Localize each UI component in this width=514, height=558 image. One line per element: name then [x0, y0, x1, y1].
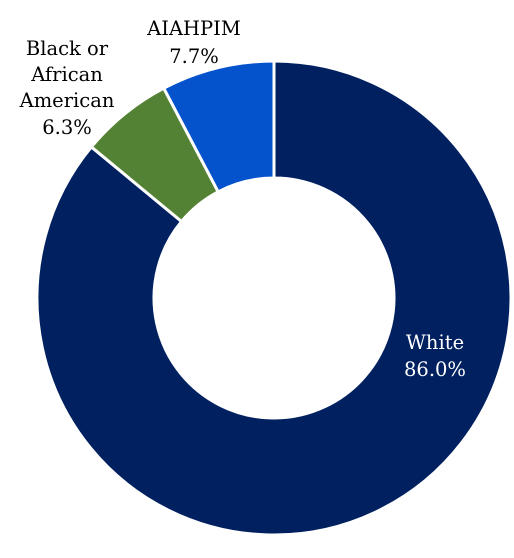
slice-label-white-name: White	[406, 331, 464, 354]
slice-label-aiahpim-value: 7.7%	[169, 45, 219, 68]
donut-slices	[35, 59, 513, 537]
slice-label-black-value: 6.3%	[42, 116, 92, 139]
slice-white	[35, 59, 513, 537]
slice-label-black-name-line3: American	[19, 89, 115, 112]
slice-label-aiahpim-name: AIAHPIM	[146, 17, 241, 40]
slice-label-black-name-line2: African	[30, 63, 103, 86]
slice-label-black-name-line1: Black or	[26, 37, 109, 60]
slice-aiahpim	[162, 59, 276, 194]
slice-label-white-value: 86.0%	[404, 358, 466, 381]
